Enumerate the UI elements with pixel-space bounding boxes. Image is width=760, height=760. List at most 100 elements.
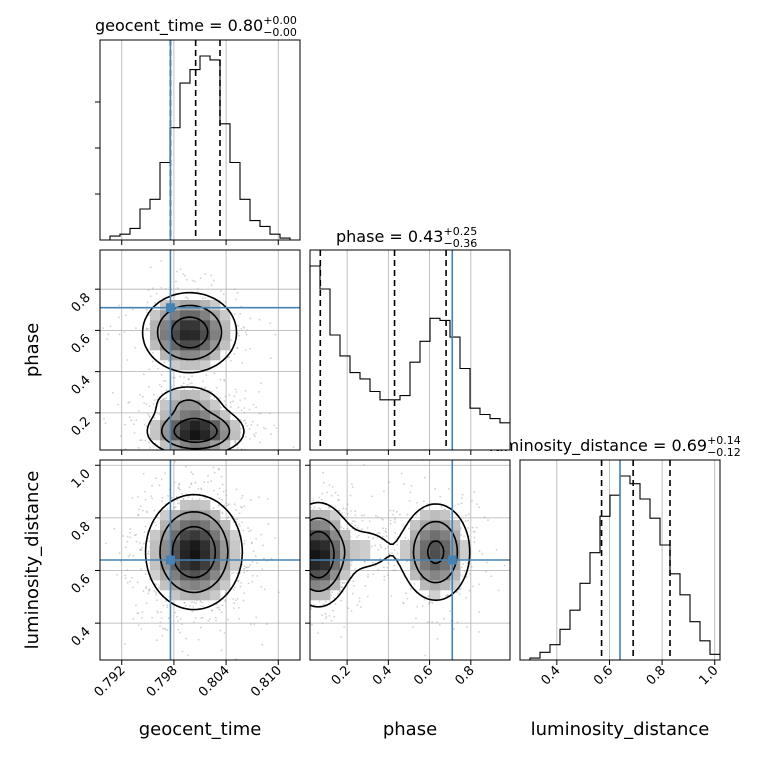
density-cell (360, 540, 371, 551)
sample-point (243, 411, 246, 414)
sample-point (142, 590, 145, 593)
xtick-label-luminosity-distance: 0.8 (644, 663, 669, 688)
sample-point (166, 507, 169, 510)
density-cell (310, 580, 321, 591)
density-cell (180, 360, 191, 371)
sample-point (177, 502, 179, 505)
sample-point (160, 478, 163, 481)
sample-point (264, 427, 267, 430)
density-cell (210, 320, 221, 331)
density-cell (160, 340, 171, 351)
sample-point (350, 564, 353, 566)
sample-point (243, 542, 246, 545)
sample-point (244, 331, 247, 334)
density-cell (440, 560, 451, 571)
sample-point (144, 490, 146, 493)
sample-point (212, 279, 215, 282)
density-cell (420, 580, 431, 591)
sample-point (263, 588, 266, 591)
sample-point (243, 592, 246, 594)
sample-point (160, 617, 163, 620)
sample-point (242, 568, 245, 570)
density-cell (160, 550, 171, 561)
sample-point (204, 453, 206, 455)
sample-point (363, 514, 365, 517)
sample-point (141, 509, 144, 512)
density-cell (190, 570, 201, 581)
sample-point (274, 333, 277, 336)
density-cell (170, 320, 181, 331)
density-cell (430, 550, 441, 561)
sample-point (308, 538, 310, 540)
sample-point (386, 574, 389, 576)
sample-point (325, 600, 327, 603)
sample-point (162, 398, 165, 401)
sample-point (255, 432, 257, 434)
sample-point (137, 446, 140, 449)
sample-point (270, 433, 272, 436)
sample-point (471, 526, 474, 529)
sample-point (428, 601, 431, 604)
sample-point (456, 621, 459, 624)
sample-point (235, 599, 237, 602)
sample-point (351, 486, 354, 488)
sample-point (220, 290, 222, 292)
sample-point (212, 507, 215, 510)
sample-point (156, 411, 159, 414)
sample-point (158, 383, 161, 386)
sample-point (123, 331, 126, 334)
sample-point (143, 531, 146, 533)
title-value: luminosity_distance = 0.69 (489, 436, 707, 456)
sample-point (478, 631, 480, 633)
sample-point (472, 585, 474, 588)
sample-point (360, 606, 362, 608)
sample-point (312, 499, 315, 502)
sample-point (460, 527, 462, 529)
sample-point (250, 424, 253, 426)
density-cell (440, 530, 451, 541)
sample-point (194, 481, 197, 484)
density-cell (190, 430, 201, 441)
sample-point (478, 611, 481, 613)
sample-point (306, 578, 308, 580)
density-cell (180, 340, 191, 351)
sample-point (138, 410, 140, 412)
sample-point (148, 368, 151, 371)
sample-point (236, 291, 239, 294)
sample-point (304, 562, 306, 564)
sample-point (201, 605, 204, 608)
xtick-label-geocent-time: 0.798 (144, 663, 181, 700)
sample-point (303, 580, 305, 582)
sample-point (143, 423, 146, 426)
sample-point (163, 454, 165, 456)
sample-point (189, 604, 191, 607)
sample-point (118, 316, 120, 319)
density-cell (190, 350, 201, 361)
density-cell (160, 320, 171, 331)
hist-phase-background (310, 250, 510, 450)
sample-point (340, 586, 343, 589)
sample-point (330, 594, 332, 597)
sample-point (478, 506, 480, 509)
sample-point (182, 382, 185, 385)
sample-point (223, 632, 226, 634)
sample-point (112, 391, 114, 394)
sample-point (176, 499, 179, 502)
sample-point (201, 616, 204, 619)
density-cell (320, 530, 331, 541)
density-cell (190, 320, 201, 331)
density-cell (220, 550, 231, 561)
density-cell (160, 410, 171, 421)
sample-point (162, 380, 165, 382)
sample-point (190, 483, 193, 486)
sample-point (400, 472, 403, 475)
sample-point (135, 540, 138, 543)
density-cell (210, 530, 221, 541)
sample-point (151, 352, 154, 354)
density-cell (430, 530, 441, 541)
sample-point (300, 544, 302, 546)
sample-point (120, 434, 122, 437)
density-cell (210, 420, 221, 431)
sample-point (341, 581, 344, 584)
hist-luminosity-distance-frame (519, 459, 721, 661)
